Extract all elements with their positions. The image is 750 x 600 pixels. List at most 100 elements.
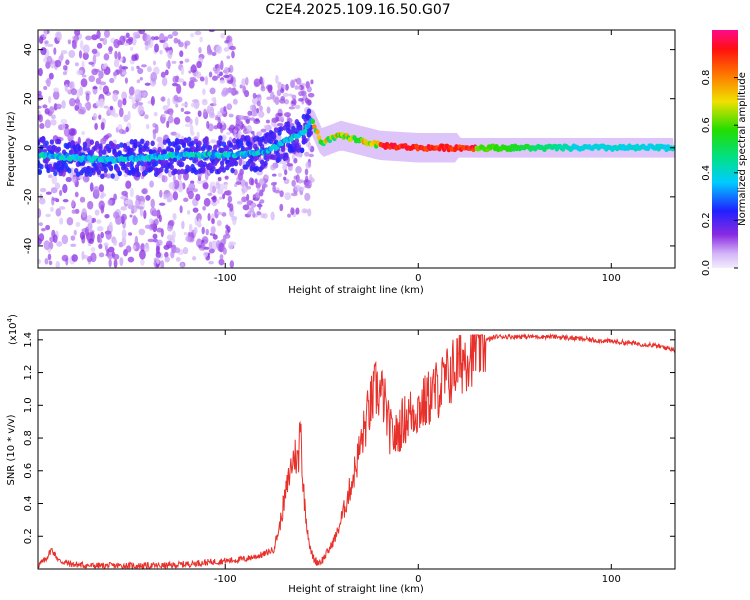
spectrogram-noise-cell: [216, 219, 222, 227]
spectrogram-band-cell: [233, 160, 239, 167]
snr-y-tick-label: 1.0: [23, 397, 34, 413]
spectrogram-noise-cell: [247, 210, 252, 216]
spectrogram-noise-cell: [40, 47, 47, 56]
spectrogram-noise-cell: [71, 209, 76, 214]
snr-ticks: -100 0 100 0.2 0.4 0.6 0.8 1.0 1.2 1.4: [23, 330, 675, 585]
spectrogram-noise-cell: [238, 114, 245, 121]
spectrogram-noise-cell: [274, 189, 281, 194]
spectrogram-noise-cell: [137, 206, 144, 210]
spectrogram-noise-cell: [277, 81, 282, 91]
spectrogram-noise-cell: [249, 104, 256, 111]
spectrogram-band-cell: [150, 140, 155, 147]
spectrogram-noise-cell: [266, 106, 271, 114]
spectrogram-noise-cell: [145, 34, 152, 45]
spectrogram-noise-cell: [270, 164, 276, 171]
spectrogram-noise-cell: [156, 136, 163, 143]
spectrogram-noise-cell: [96, 42, 103, 49]
spectrogram-band-cell: [145, 146, 150, 152]
spectrogram-band-cell: [129, 147, 135, 154]
spectrogram-noise-cell: [208, 241, 213, 250]
spectrogram-band-cell: [251, 161, 256, 168]
spectrogram-noise-cell: [279, 190, 284, 198]
spectrogram-noise-cell: [100, 138, 107, 145]
spectrogram-band-cell: [176, 144, 181, 151]
spectrogram-noise-cell: [164, 110, 170, 114]
spectrogram-noise-cell: [179, 60, 184, 64]
spectrogram-noise-cell: [194, 30, 202, 36]
spectrogram-band-cell: [75, 171, 81, 178]
spectrogram-noise-cell: [241, 123, 245, 129]
spectrogram-noise-cell: [132, 31, 140, 37]
spectrogram-noise-cell: [230, 87, 237, 96]
spectrogram-noise-cell: [167, 97, 171, 108]
spectrogram-band-cell: [265, 156, 270, 162]
spectrogram-noise-cell: [163, 193, 168, 200]
spectrogram-noise-cell: [88, 238, 94, 244]
spectrogram-noise-cell: [38, 105, 42, 109]
spectrogram-noise-cell: [38, 233, 45, 242]
snr-y-tick-label: 1.2: [23, 365, 34, 381]
spectrogram-noise-cell: [184, 116, 191, 123]
spectrogram-band-cell: [219, 160, 225, 166]
spectrogram-noise-cell: [108, 221, 113, 232]
spectrogram-band-cell: [113, 151, 119, 158]
spectrogram-noise-cell: [225, 190, 232, 196]
spectrogram-noise-cell: [219, 79, 226, 84]
spectrogram-noise-cell: [283, 176, 287, 181]
spectrogram-noise-cell: [102, 37, 108, 46]
spectrogram-noise-cell: [196, 60, 202, 69]
spectrogram-noise-cell: [117, 51, 121, 61]
spectrogram-band-cell: [103, 167, 108, 174]
spectrogram-noise-cell: [277, 172, 283, 178]
spectrogram-band-cell: [263, 138, 268, 144]
spectrogram-noise-cell: [125, 180, 132, 189]
spectrogram-noise-cell: [190, 102, 196, 108]
spectrogram-noise-cell: [228, 64, 234, 74]
spectrogram-noise-cell: [159, 189, 163, 198]
spectrogram-noise-cell: [238, 157, 243, 167]
spectrogram-noise-cell: [89, 182, 94, 192]
spectrogram-noise-cell: [67, 89, 72, 95]
snr-y-tick-label: 0.4: [23, 496, 34, 512]
spectrogram-ridge-cell: [315, 129, 320, 135]
spectrogram-noise-cell: [61, 234, 69, 245]
spectrogram-noise-cell: [76, 69, 84, 76]
spectrogram-noise-cell: [112, 71, 118, 77]
spectrogram-noise-cell: [91, 48, 98, 54]
spectrogram-noise-cell: [99, 38, 104, 42]
spectrogram-noise-cell: [113, 259, 118, 268]
spectrogram-noise-cell: [156, 257, 160, 265]
spectrogram-noise-cell: [141, 64, 147, 68]
spectrogram-noise-cell: [276, 134, 282, 142]
spectrogram-noise-cell: [113, 38, 120, 49]
spectrogram-noise-cell: [167, 115, 174, 124]
spectrogram-noise-cell: [203, 108, 208, 117]
spectrogram-noise-cell: [226, 103, 233, 111]
spectrogram-noise-cell: [77, 108, 85, 115]
spectrogram-noise-cell: [52, 90, 60, 100]
spectrogram-noise-cell: [130, 66, 135, 72]
spectrogram-noise-cell: [105, 230, 112, 240]
spectrogram-noise-cell: [170, 250, 175, 259]
spectrogram-noise-cell: [65, 59, 70, 66]
spectrogram-noise-cell: [51, 174, 58, 185]
spectrogram-noise-cell: [43, 85, 48, 90]
spectrogram-noise-cell: [180, 262, 185, 268]
spectrogram-noise-cell: [218, 196, 223, 200]
spectrogram-noise-cell: [232, 83, 237, 88]
spectrogram-noise-cell: [299, 186, 305, 192]
spectrogram-noise-cell: [107, 252, 114, 260]
spectrogram-noise-cell: [92, 86, 98, 90]
spectrogram-noise-cell: [121, 71, 128, 75]
spectrogram-noise-cell: [123, 42, 130, 47]
snr-x-axis-label: Height of straight line (km): [288, 584, 424, 595]
spectrogram-noise-cell: [148, 218, 154, 225]
spectrogram-noise-cell: [59, 217, 64, 225]
spectrogram-y-tick-label: 20: [23, 92, 34, 105]
spectrogram-noise-cell: [235, 181, 242, 185]
spectrogram-band-cell: [280, 146, 286, 153]
spectrogram-noise-cell: [40, 227, 46, 232]
spectrogram-noise-cell: [71, 39, 77, 49]
spectrogram-y-axis-label: Frequency (Hz): [6, 111, 17, 187]
spectrogram-noise-cell: [129, 187, 134, 198]
